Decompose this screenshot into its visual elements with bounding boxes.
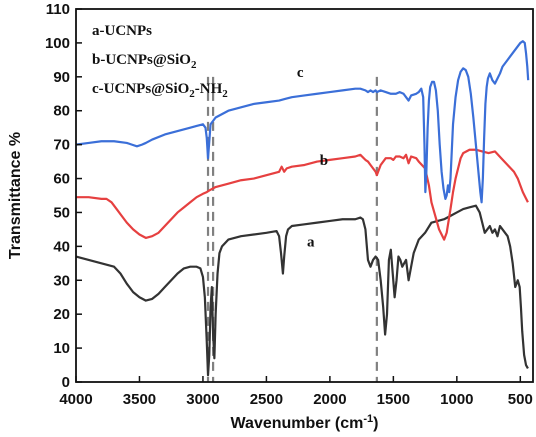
series-line-b — [76, 148, 529, 241]
legend-text-part: c-UCNPs@SiO — [92, 81, 189, 97]
x-tick-label: 1000 — [440, 391, 473, 408]
y-axis-label: Transmittance % — [7, 132, 24, 259]
series-line-a — [75, 204, 529, 377]
legend-text-part: a-UCNPs — [92, 23, 152, 39]
curve-labels: a b c — [297, 65, 328, 251]
x-tick-label: 2000 — [313, 391, 346, 408]
y-tick-label: 0 — [62, 374, 70, 391]
x-tick-label: 1500 — [377, 391, 410, 408]
x-tick-label: 3500 — [123, 391, 156, 408]
x-axis-label-tail: ) — [373, 415, 378, 432]
y-tick-label: 100 — [45, 35, 70, 52]
y-tick-label: 90 — [53, 69, 70, 86]
y-tick-label: 10 — [53, 340, 70, 357]
y-tick-label: 80 — [53, 103, 70, 120]
legend-entry: a-UCNPs — [92, 23, 152, 39]
legend-text-part: b-UCNPs@SiO — [92, 52, 191, 68]
legend-entry: b-UCNPs@SiO2 — [92, 52, 197, 71]
plot-frame — [75, 8, 534, 383]
y-tick-label: 30 — [53, 272, 70, 289]
curve-label-b: b — [320, 153, 328, 169]
legend-subscript: 2 — [189, 88, 195, 100]
x-axis-label-main: Wavenumber (cm — [231, 415, 364, 432]
legend-subscript: 2 — [222, 88, 228, 100]
legend-text-part: -NH — [195, 81, 223, 97]
x-axis-label: Wavenumber (cm-1) — [231, 413, 379, 432]
series-layer — [75, 40, 530, 377]
y-tick-label: 50 — [53, 204, 70, 221]
reference-lines — [206, 76, 378, 382]
curve-label-c: c — [297, 65, 304, 81]
x-tick-label: 3000 — [186, 391, 219, 408]
series-line-c — [75, 40, 530, 204]
x-tick-label: 500 — [508, 391, 533, 408]
y-tick-label: 20 — [53, 306, 70, 323]
x-tick-label: 4000 — [59, 391, 92, 408]
x-tick-label: 2500 — [250, 391, 283, 408]
y-tick-label: 70 — [53, 137, 70, 154]
curve-label-a: a — [307, 234, 315, 250]
y-tick-label: 40 — [53, 238, 70, 255]
legend-subscript: 2 — [191, 59, 197, 71]
axis-ticks: 4000 3500 3000 2500 2000 1500 1000 500 0 10 20 30 40… — [45, 1, 533, 408]
y-tick-label: 60 — [53, 171, 70, 188]
y-tick-label: 110 — [46, 1, 70, 18]
x-axis-label-sup: -1 — [363, 413, 373, 425]
legend-entry: c-UCNPs@SiO2-NH2 — [92, 81, 228, 100]
